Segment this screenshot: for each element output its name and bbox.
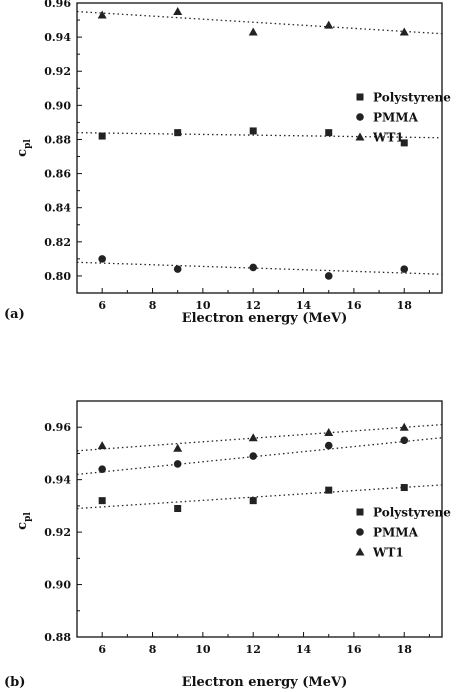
y-tick-label: 0.88 <box>44 631 71 644</box>
x-tick-label: 6 <box>98 643 106 656</box>
x-tick-label: 14 <box>296 643 312 656</box>
legend-marker-polystyrene <box>356 93 364 101</box>
x-axis-title: Electron energy (MeV) <box>182 675 348 690</box>
data-point-pmma <box>98 465 106 473</box>
data-point-polystyrene <box>400 139 408 147</box>
y-tick-label: 0.94 <box>44 31 71 44</box>
legend-marker-wt1 <box>355 132 365 141</box>
legend: Polystyrene PMMA WT1 <box>355 91 451 145</box>
x-tick-label: 10 <box>195 643 211 656</box>
plot-frame <box>76 400 443 638</box>
data-point-polystyrene <box>325 129 333 137</box>
data-point-pmma <box>249 263 258 272</box>
x-tick-label: 12 <box>246 299 261 312</box>
x-tick-label: 16 <box>346 643 362 656</box>
panel-label: (b) <box>4 675 25 690</box>
x-tick-label: 6 <box>98 299 106 312</box>
x-axis-title: Electron energy (MeV) <box>182 311 348 326</box>
y-tick-label: 0.86 <box>44 168 71 181</box>
data-point-polystyrene <box>325 486 333 494</box>
y-tick-label: 0.92 <box>44 526 71 539</box>
chart-panel-a: 6 8 10 12 14 16 18 0.80 0.82 0.84 0.86 0.88 0.90 0.92… <box>4 0 451 326</box>
fit-line-wt1 <box>76 423 443 452</box>
data-point-wt1 <box>173 443 183 452</box>
legend-entry-pmma: PMMA <box>373 526 419 540</box>
legend: Polystyrene PMMA WT1 <box>355 506 451 560</box>
fit-line-pmma <box>76 261 443 275</box>
y-tick-label: 0.96 <box>44 0 71 10</box>
data-point-wt1 <box>248 27 258 36</box>
y-tick-label: 0.84 <box>44 202 71 215</box>
data-point-wt1 <box>97 441 107 450</box>
y-axis-title-subscript: pl <box>23 139 33 149</box>
data-point-polystyrene <box>174 505 182 513</box>
y-tick-label: 0.82 <box>44 236 71 249</box>
data-point-pmma <box>324 441 333 450</box>
y-axis-title: cpl <box>15 512 33 530</box>
x-tick-label: 12 <box>246 643 261 656</box>
legend-marker-polystyrene <box>356 508 364 516</box>
data-point-wt1 <box>399 27 409 36</box>
y-tick-label: 0.80 <box>44 270 71 283</box>
data-point-wt1 <box>324 20 334 29</box>
y-tick-label: 0.92 <box>44 65 71 78</box>
y-tick-label: 0.94 <box>44 474 71 487</box>
y-tick-label: 0.90 <box>44 579 71 592</box>
legend-entry-wt1: WT1 <box>372 131 404 145</box>
y-axis-title: cpl <box>15 139 33 157</box>
x-tick-label: 16 <box>346 299 362 312</box>
data-point-wt1 <box>173 7 183 16</box>
data-point-polystyrene <box>249 127 257 135</box>
data-point-wt1 <box>248 433 258 442</box>
chart-panel-b: 6 8 10 12 14 16 18 0.88 0.90 0.92 0.94 0.96 Polystyr… <box>4 400 451 690</box>
legend-entry-polystyrene: Polystyrene <box>373 91 451 105</box>
data-point-pmma <box>400 436 409 445</box>
x-tick-label: 18 <box>397 299 413 312</box>
plot-frame <box>76 2 443 294</box>
data-point-pmma <box>173 460 182 468</box>
fit-line-wt1 <box>76 10 443 35</box>
x-tick-label: 14 <box>296 299 312 312</box>
data-point-pmma <box>324 272 333 280</box>
x-tick-label: 8 <box>149 299 157 312</box>
legend-entry-polystyrene: Polystyrene <box>373 506 451 520</box>
y-axis-title-main: c <box>15 149 30 157</box>
x-tick-label: 18 <box>397 643 413 656</box>
y-tick-label: 0.88 <box>44 133 71 146</box>
data-point-pmma <box>400 265 409 273</box>
x-tick-label: 10 <box>195 299 211 312</box>
legend-entry-wt1: WT1 <box>372 546 404 560</box>
legend-marker-pmma <box>356 113 364 121</box>
x-tick-label: 8 <box>149 643 157 656</box>
y-axis-title-subscript: pl <box>23 512 33 522</box>
y-tick-label: 0.96 <box>44 421 71 434</box>
fit-line-pmma <box>76 437 443 476</box>
data-point-polystyrene <box>98 132 106 140</box>
data-point-wt1 <box>97 10 107 19</box>
data-point-polystyrene <box>174 129 182 137</box>
data-point-pmma <box>98 255 106 263</box>
data-point-wt1 <box>324 427 334 436</box>
data-point-polystyrene <box>400 484 408 492</box>
y-tick-label: 0.90 <box>44 99 71 112</box>
data-point-pmma <box>249 452 258 460</box>
legend-entry-pmma: PMMA <box>373 111 419 125</box>
y-axis-title-main: c <box>15 522 30 530</box>
data-point-polystyrene <box>249 497 257 505</box>
panel-label: (a) <box>4 307 25 322</box>
legend-marker-pmma <box>356 528 364 536</box>
legend-marker-wt1 <box>355 547 365 556</box>
data-point-polystyrene <box>98 497 106 505</box>
data-point-wt1 <box>399 422 409 431</box>
data-point-pmma <box>173 265 182 273</box>
